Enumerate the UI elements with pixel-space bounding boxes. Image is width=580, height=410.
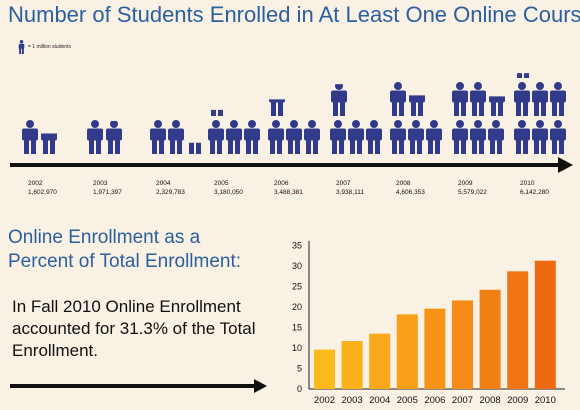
x-tick-label: 2002 [314,395,335,406]
bar-2007 [452,300,473,389]
year-label: 2007 [336,180,351,187]
year-label: 2004 [156,180,171,187]
pictograph-chart: 2002 1,602,970 2003 1,971,397 2004 2,329,783 2… [10,73,573,196]
x-tick-label: 2006 [424,395,445,406]
legend-label: = 1 million students [28,44,71,50]
student-person-icon [18,40,25,54]
enrollment-value-label: 3,180,050 [214,189,243,196]
section-heading: Online Enrollment as a Percent of Total … [8,226,241,274]
bar-2003 [341,341,363,389]
y-tick-label: 15 [292,323,302,333]
y-tick-label: 35 [292,241,302,251]
y-tick-label: 10 [292,343,302,353]
x-tick-label: 2004 [369,395,390,406]
year-label: 2002 [28,180,43,187]
bar-2010 [534,260,556,389]
year-label: 2005 [214,180,229,187]
bar-2009 [507,271,529,389]
pictograph-group-2003 [87,120,122,154]
x-tick-label: 2007 [452,395,473,406]
pictograph-group-2009 [452,82,505,154]
year-label: 2009 [458,180,473,187]
enrollment-value-label: 1,971,397 [93,189,122,196]
y-tick-label: 20 [292,302,302,312]
year-label: 2008 [396,180,411,187]
x-tick-label: 2010 [535,395,556,406]
enrollment-value-label: 6,142,280 [520,189,549,196]
bar-2004 [369,333,391,389]
x-tick-label: 2008 [480,395,501,406]
legend: = 1 million students [18,40,71,54]
enrollment-value-label: 3,488,381 [274,189,303,196]
pictograph-group-2006 [268,99,320,154]
enrollment-value-label: 5,579,022 [458,189,487,196]
pictograph-group-2007 [330,84,382,154]
bar-2005 [396,314,418,389]
enrollment-value-label: 4,606,353 [396,189,425,196]
chart-title: Number of Students Enrolled in At Least … [8,2,580,27]
y-tick-label: 30 [292,261,302,271]
pictograph-group-2004 [150,120,201,154]
year-label: 2003 [93,180,108,187]
pictograph-group-2008 [390,82,442,154]
x-tick-label: 2009 [507,395,528,406]
y-tick-label: 5 [297,364,302,374]
enrollment-value-label: 3,938,111 [336,189,364,196]
bar-2006 [424,308,446,389]
enrollment-value-label: 1,602,970 [28,189,57,196]
timeline-arrow-head [558,157,573,173]
x-tick-label: 2003 [342,395,363,406]
year-label: 2006 [274,180,289,187]
pictograph-group-2010 [514,73,566,154]
enrollment-note: In Fall 2010 Online Enrollment accounted… [12,297,256,360]
enrollment-value-label: 2,329,783 [156,189,185,196]
x-tick-label: 2005 [397,395,418,406]
pictograph-group-2002 [22,120,57,154]
y-tick-label: 25 [292,282,302,292]
section-heading-line1: Online Enrollment as a [8,227,201,248]
section-heading-line2: Percent of Total Enrollment: [8,251,242,272]
bar-2002 [314,349,335,389]
y-tick-label: 0 [297,384,302,394]
pictograph-group-2005 [208,109,260,154]
year-label: 2010 [520,180,535,187]
bar-2008 [479,289,501,389]
